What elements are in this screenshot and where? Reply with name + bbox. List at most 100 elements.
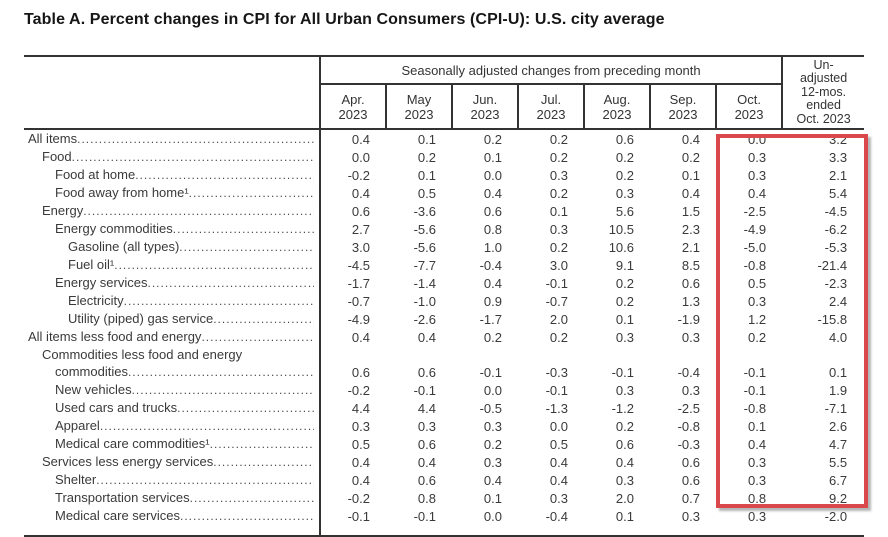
value-month-6: 0.3 bbox=[748, 472, 767, 488]
value-month-1: 0.3 bbox=[417, 418, 436, 434]
leader-dots bbox=[96, 471, 314, 489]
value-month-5: 8.5 bbox=[681, 257, 700, 273]
value-month-5: -2.5 bbox=[677, 400, 700, 416]
value-month-6: -2.5 bbox=[743, 203, 767, 219]
row-label-text: Apparel bbox=[55, 418, 100, 433]
table-row: Shelter 0.4 0.6 0.4 0.4 0.3 0.6 0.3 6.7 bbox=[24, 471, 864, 489]
value-month-2: 0.2 bbox=[483, 329, 502, 345]
value-month-5: 0.1 bbox=[681, 167, 700, 183]
value-month-3: 3.0 bbox=[549, 257, 568, 273]
value-month-3: -0.4 bbox=[545, 508, 568, 524]
leader-dots bbox=[210, 435, 314, 453]
value-month-3: 0.3 bbox=[549, 167, 568, 183]
month-header-aug-2023: Aug. 2023 bbox=[584, 84, 651, 130]
cpi-table: Seasonally adjusted changes from precedi… bbox=[24, 55, 865, 537]
row-label: Gasoline (all types) bbox=[24, 238, 321, 256]
value-month-3: 0.3 bbox=[549, 221, 568, 237]
value-month-5: 0.7 bbox=[681, 490, 700, 506]
value-month-6: 1.2 bbox=[748, 311, 767, 327]
value-month-4: 0.2 bbox=[615, 418, 634, 434]
value-month-5: 0.6 bbox=[681, 454, 700, 470]
leader-dots bbox=[173, 220, 314, 238]
row-label-text: Food away from home¹ bbox=[55, 185, 189, 200]
value-month-0: -0.2 bbox=[347, 490, 370, 506]
value-month-4: 5.6 bbox=[615, 203, 634, 219]
month-header-oct-2023: Oct. 2023 bbox=[716, 84, 784, 130]
value-month-3: -1.3 bbox=[545, 400, 568, 416]
value-month-0: 0.4 bbox=[351, 472, 370, 488]
leader-dots bbox=[177, 399, 314, 417]
value-month-6: 0.4 bbox=[748, 185, 767, 201]
value-month-1: -1.4 bbox=[413, 275, 436, 291]
page-title: Table A. Percent changes in CPI for All … bbox=[24, 11, 665, 28]
value-month-5: -0.8 bbox=[677, 418, 700, 434]
value-unadjusted-12mo: 3.3 bbox=[829, 149, 848, 165]
table-row: Medical care services -0.1 -0.1 0.0 -0.4 0.1 0… bbox=[24, 507, 864, 525]
row-label: Apparel bbox=[24, 417, 321, 435]
value-month-2: 0.2 bbox=[483, 131, 502, 147]
value-month-4: -0.1 bbox=[611, 365, 634, 380]
value-month-3: 0.2 bbox=[549, 329, 568, 345]
value-unadjusted-12mo: -7.1 bbox=[824, 400, 848, 416]
row-label-text: Energy services bbox=[55, 275, 148, 290]
value-month-0: -0.1 bbox=[347, 508, 370, 524]
row-label: Used cars and trucks bbox=[24, 399, 321, 417]
value-month-6: -5.0 bbox=[743, 239, 767, 255]
row-label: Services less energy services bbox=[24, 453, 321, 471]
row-label: All items bbox=[24, 129, 321, 148]
row-label-text: Utility (piped) gas service bbox=[68, 311, 214, 326]
value-month-1: 0.6 bbox=[417, 365, 436, 380]
row-label: Medical care services bbox=[24, 507, 321, 525]
value-month-2: 0.4 bbox=[483, 275, 502, 291]
row-label-text: Electricity bbox=[68, 293, 124, 308]
leader-dots bbox=[147, 274, 314, 292]
value-month-0: 0.4 bbox=[351, 329, 370, 345]
value-month-5: 1.3 bbox=[681, 293, 700, 309]
value-month-0: -0.2 bbox=[347, 382, 370, 398]
value-month-3: -0.7 bbox=[545, 293, 568, 309]
table-row: Gasoline (all types) 3.0 -5.6 1.0 0.2 10.6 2.1… bbox=[24, 238, 864, 256]
value-month-6: 0.4 bbox=[748, 436, 767, 452]
value-month-4: 0.2 bbox=[615, 275, 634, 291]
value-month-1: -2.6 bbox=[413, 311, 436, 327]
value-month-3: 0.5 bbox=[549, 436, 568, 452]
leader-dots bbox=[72, 148, 314, 166]
leader-dots bbox=[213, 310, 314, 328]
value-unadjusted-12mo: -21.4 bbox=[817, 257, 848, 273]
month-header-may-2023: May 2023 bbox=[386, 84, 453, 130]
spacer-data-cell bbox=[320, 525, 865, 537]
stub-header-cell bbox=[24, 55, 321, 130]
value-month-1: 0.1 bbox=[417, 131, 436, 147]
value-month-2: 0.2 bbox=[483, 436, 502, 452]
value-month-4: 10.6 bbox=[608, 239, 634, 255]
value-month-1: -7.7 bbox=[413, 257, 436, 273]
row-label: Commodities less food and energy commodit… bbox=[24, 346, 321, 381]
row-label: Food bbox=[24, 148, 321, 166]
row-label: Electricity bbox=[24, 292, 321, 310]
value-month-0: 0.4 bbox=[351, 131, 370, 147]
value-month-5: 0.4 bbox=[681, 185, 700, 201]
value-month-1: -3.6 bbox=[413, 203, 436, 219]
month-header-jun-2023: Jun. 2023 bbox=[452, 84, 519, 130]
value-month-4: 2.0 bbox=[615, 490, 634, 506]
value-month-6: -0.1 bbox=[743, 365, 767, 380]
value-month-5: 1.5 bbox=[681, 203, 700, 219]
value-month-1: 4.4 bbox=[417, 400, 436, 416]
value-month-4: 0.2 bbox=[615, 149, 634, 165]
leader-dots bbox=[128, 363, 314, 381]
value-month-1: 0.6 bbox=[417, 436, 436, 452]
value-month-4: 10.5 bbox=[608, 221, 634, 237]
leader-dots bbox=[114, 256, 314, 274]
row-label: Food away from home¹ bbox=[24, 184, 321, 202]
value-month-6: 0.3 bbox=[748, 167, 767, 183]
table-row: Transportation services -0.2 0.8 0.1 0.3 2.0 0… bbox=[24, 489, 864, 507]
value-month-3: -0.1 bbox=[545, 275, 568, 291]
month-header-sep-2023: Sep. 2023 bbox=[650, 84, 717, 130]
value-month-6: 0.5 bbox=[748, 275, 767, 291]
value-unadjusted-12mo: 0.1 bbox=[829, 365, 848, 380]
value-month-2: 0.4 bbox=[483, 185, 502, 201]
value-month-2: -0.4 bbox=[479, 257, 502, 273]
value-month-4: 0.4 bbox=[615, 454, 634, 470]
value-unadjusted-12mo: 5.5 bbox=[829, 454, 848, 470]
table-row: Food away from home¹ 0.4 0.5 0.4 0.2 0.3 0.4 0.… bbox=[24, 184, 864, 202]
